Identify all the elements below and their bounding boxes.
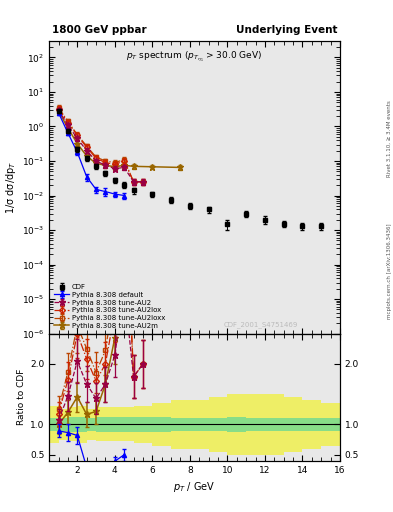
Y-axis label: Ratio to CDF: Ratio to CDF <box>17 369 26 425</box>
Text: mcplots.cern.ch [arXiv:1306.3436]: mcplots.cern.ch [arXiv:1306.3436] <box>387 224 392 319</box>
Text: Rivet 3.1.10, ≥ 3.4M events: Rivet 3.1.10, ≥ 3.4M events <box>387 100 392 177</box>
Text: CDF_2001_S4751469: CDF_2001_S4751469 <box>224 321 298 328</box>
Text: Underlying Event: Underlying Event <box>235 25 337 35</box>
Text: $p_T$ spectrum ($p_{T_{\eta_1}}$ > 30.0 GeV): $p_T$ spectrum ($p_{T_{\eta_1}}$ > 30.0 … <box>127 50 263 65</box>
Legend: CDF, Pythia 8.308 default, Pythia 8.308 tune-AU2, Pythia 8.308 tune-AU2lox, Pyth: CDF, Pythia 8.308 default, Pythia 8.308 … <box>53 283 167 330</box>
X-axis label: $p_T$ / GeV: $p_T$ / GeV <box>173 480 216 494</box>
Text: 1800 GeV ppbar: 1800 GeV ppbar <box>52 25 147 35</box>
Y-axis label: 1/σ dσ/dp$_T$: 1/σ dσ/dp$_T$ <box>4 161 18 214</box>
